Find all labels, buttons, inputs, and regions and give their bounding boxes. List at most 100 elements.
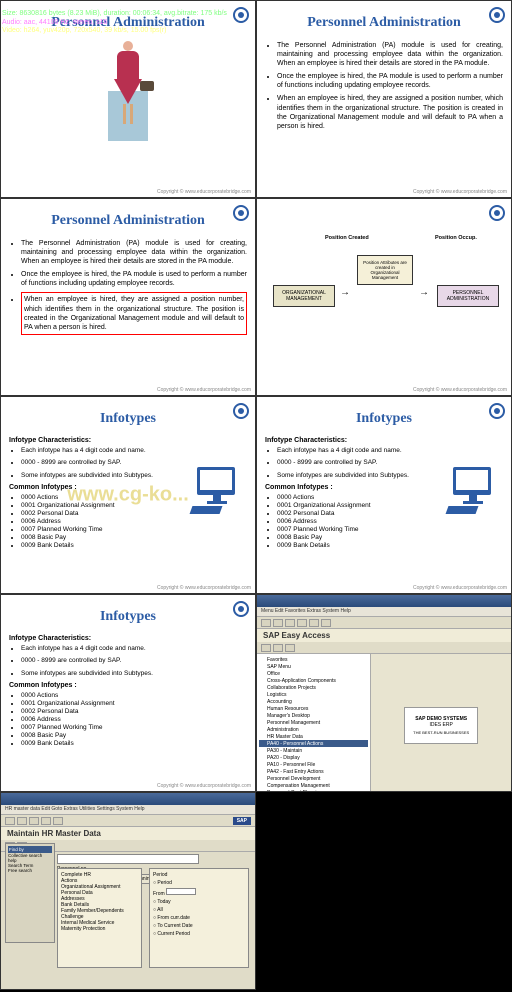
toolbar-button[interactable] — [321, 619, 331, 627]
sap-titlebar — [257, 595, 511, 607]
toolbar-button[interactable] — [297, 619, 307, 627]
infotype-list: 0000 Actions 0001 Organizational Assignm… — [9, 692, 247, 747]
panel-item[interactable]: Free search — [8, 868, 52, 873]
tree-item[interactable]: Human Resources — [259, 705, 368, 712]
copyright: Copyright © www.educorporatebridge.com — [157, 387, 251, 393]
logo-icon — [233, 601, 249, 617]
flow-diagram: Position Created Position Occup. ORGANIZ… — [265, 235, 503, 365]
slide-9-sap-hr: HR master data Edit Goto Extras Utilitie… — [0, 792, 256, 990]
bullet-item: The Personnel Administration (PA) module… — [277, 41, 503, 68]
businesswoman-illustration — [98, 41, 158, 141]
bullet-item: Once the employee is hired, the PA modul… — [21, 270, 247, 288]
sap-app-toolbar — [257, 642, 511, 654]
tree-item[interactable]: SAP Menu — [259, 663, 368, 670]
list-item: 0007 Planned Working Time — [21, 724, 247, 731]
toolbar-button[interactable] — [309, 619, 319, 627]
bullet-item: Each infotype has a 4 digit code and nam… — [277, 447, 503, 455]
sap-menubar[interactable]: HR master data Edit Goto Extras Utilitie… — [1, 805, 255, 815]
toolbar-button[interactable] — [261, 644, 271, 652]
panel-item[interactable]: Collective search help — [8, 853, 52, 863]
logo-icon — [489, 403, 505, 419]
toolbar-button[interactable] — [285, 644, 295, 652]
tree-item[interactable]: Cross-Application Components — [259, 677, 368, 684]
radio-label[interactable]: All — [157, 907, 163, 913]
subheading: Common Infotypes : — [9, 682, 247, 689]
tree-item-selected[interactable]: PA40 - Personnel Actions — [259, 740, 368, 747]
list-item: 0000 Actions — [21, 692, 247, 699]
list-item: 0006 Address — [21, 518, 247, 525]
copyright: Copyright © www.educorporatebridge.com — [157, 189, 251, 195]
personnel-no-input[interactable] — [57, 854, 199, 864]
radio-label[interactable]: Period — [157, 880, 171, 886]
sap-logo-badge: SAP — [233, 817, 251, 825]
thumbnail-grid: Personnel Administration Copyright © www… — [0, 0, 512, 990]
logo-icon — [489, 7, 505, 23]
sap-menubar[interactable]: Menu Edit Favorites Extras System Help — [257, 607, 511, 617]
diagram-box-org-mgmt: ORGANIZATIONAL MANAGEMENT — [273, 285, 335, 307]
list-item: 0007 Planned Working Time — [21, 526, 247, 533]
file-audio: Audio: aac, 44100 Hz, stereo, s16 — [2, 19, 227, 27]
tree-item[interactable]: Personnel Management — [259, 719, 368, 726]
tree-item[interactable]: Compensation Management — [259, 782, 368, 789]
tree-item[interactable]: Collaboration Projects — [259, 684, 368, 691]
logo-icon — [233, 403, 249, 419]
tree-item[interactable]: Manager's Desktop — [259, 712, 368, 719]
from-input[interactable] — [166, 888, 196, 895]
tree-item[interactable]: Office — [259, 670, 368, 677]
toolbar-button[interactable] — [5, 817, 15, 825]
subheading: Infotype Characteristics: — [9, 635, 247, 642]
sap-menu-tree[interactable]: Favorites SAP Menu Office Cross-Applicat… — [257, 654, 371, 792]
sap-toolbar — [257, 617, 511, 629]
tree-item[interactable]: PA42 - Fast Entry Actions — [259, 768, 368, 775]
tree-item[interactable]: Personnel Development — [259, 775, 368, 782]
slide-6-infotypes: Infotypes Infotype Characteristics: Each… — [256, 396, 512, 594]
toolbar-button[interactable] — [285, 619, 295, 627]
list-item: 0009 Bank Details — [21, 740, 247, 747]
tree-item[interactable]: HR Master Data — [259, 733, 368, 740]
char-list: Each infotype has a 4 digit code and nam… — [9, 645, 247, 678]
slide-title: Infotypes — [9, 609, 247, 625]
tree-item[interactable]: Administration — [259, 726, 368, 733]
sap-body: Favorites SAP Menu Office Cross-Applicat… — [257, 654, 511, 792]
toolbar-button[interactable] — [273, 619, 283, 627]
radio-label[interactable]: Today — [157, 899, 170, 905]
tree-item[interactable]: Logistics — [259, 691, 368, 698]
toolbar-button[interactable] — [17, 817, 27, 825]
radio-label[interactable]: To Current Date — [157, 923, 192, 929]
tree-item[interactable]: PA30 - Maintain — [259, 747, 368, 754]
list-item: 0008 Basic Pay — [21, 732, 247, 739]
file-video: Video: h264, yuv420p, 720x540, 39 kb/s, … — [2, 27, 227, 35]
sap-find-panel: Find by Collective search help Search Te… — [5, 843, 55, 943]
slide-4-diagram: Position Created Position Occup. ORGANIZ… — [256, 198, 512, 396]
toolbar-button[interactable] — [53, 817, 63, 825]
diagram-box-pa: PERSONNEL ADMINISTRATION — [437, 285, 499, 307]
slide-2: Personnel Administration The Personnel A… — [256, 0, 512, 198]
computer-icon — [191, 467, 241, 512]
tree-item[interactable]: Favorites — [259, 656, 368, 663]
bullet-item: The Personnel Administration (PA) module… — [21, 239, 247, 266]
toolbar-button[interactable] — [273, 644, 283, 652]
list-item: 0008 Basic Pay — [21, 534, 247, 541]
tree-item[interactable]: PA10 - Personnel File — [259, 761, 368, 768]
toolbar-button[interactable] — [41, 817, 51, 825]
toolbar-button[interactable] — [29, 817, 39, 825]
panel-header: Find by — [8, 846, 52, 853]
radio-label[interactable]: Current Period — [157, 931, 190, 937]
file-size: Size: 8630816 bytes (8.23 MiB), duration… — [2, 10, 227, 18]
tree-item[interactable]: Accounting — [259, 698, 368, 705]
radio-label[interactable]: From curr.date — [157, 915, 190, 921]
sap-logo-panel: SAP DEMO SYSTEMS IDES ERP THE BEST-RUN B… — [404, 707, 478, 744]
computer-icon — [447, 467, 497, 512]
bullet-item: Once the employee is hired, the PA modul… — [277, 72, 503, 90]
subheading: Infotype Characteristics: — [265, 437, 503, 444]
toolbar-button[interactable] — [261, 619, 271, 627]
sap-toolbar: SAP — [1, 815, 255, 827]
copyright: Copyright © www.educorporatebridge.com — [157, 783, 251, 789]
panel-item[interactable]: Maternity Protection — [61, 926, 138, 932]
tree-item[interactable]: PA20 - Display — [259, 754, 368, 761]
slide-title: Infotypes — [9, 411, 247, 427]
bullet-list: The Personnel Administration (PA) module… — [9, 239, 247, 335]
bullet-item: 0000 - 8999 are controlled by SAP. — [21, 657, 247, 665]
sap-screen-title: SAP Easy Access — [257, 629, 511, 642]
slide-title: Personnel Administration — [9, 213, 247, 229]
